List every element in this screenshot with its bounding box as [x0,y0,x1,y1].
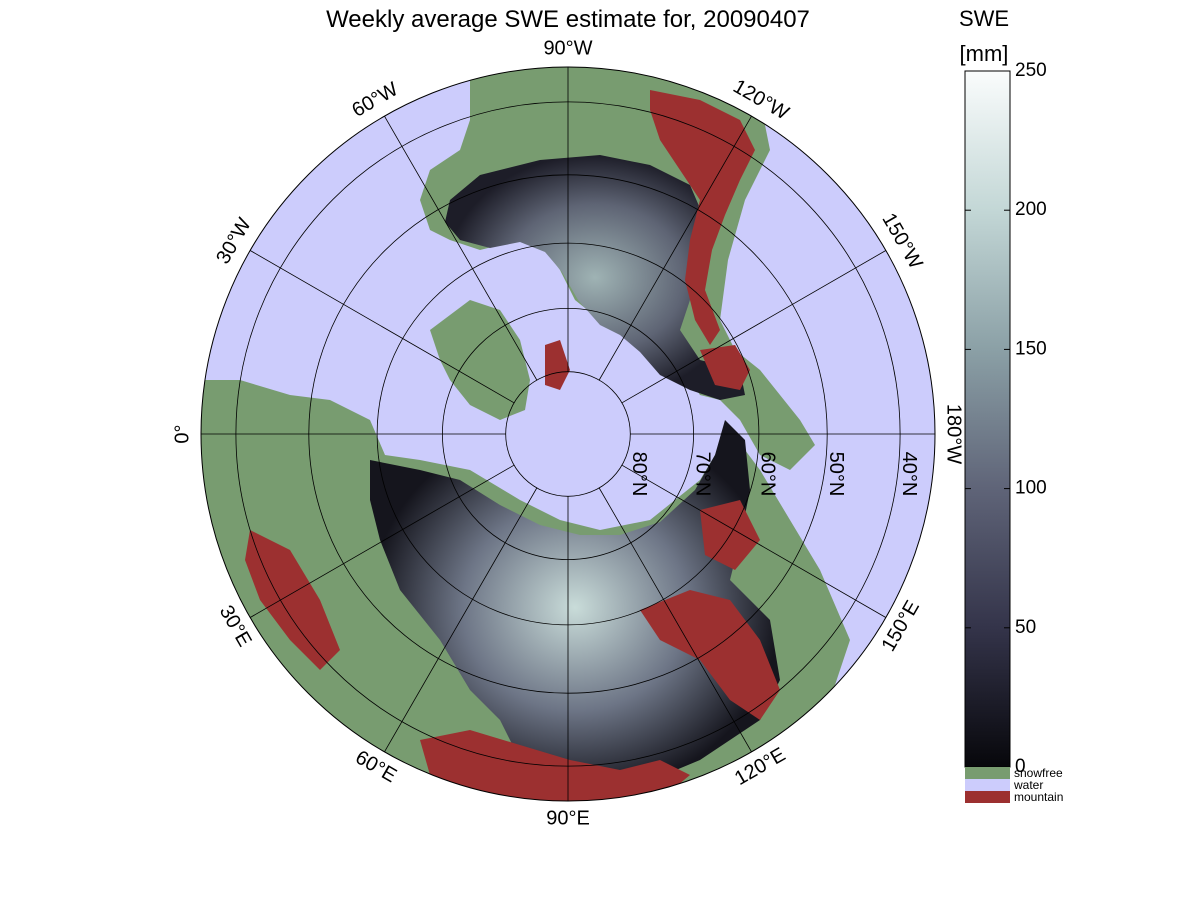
colorbar: SWE [mm] 0 50 100 150 200 250 snowfreewatermo… [959,6,1063,804]
colorbar-tick-label: 0 [1015,756,1026,777]
colorbar-ticks: 0 50 100 150 200 250 [965,60,1047,777]
mountain-alaska [700,345,750,390]
snow-eurasia [370,420,780,795]
meridian-line [598,487,752,752]
meridian-label: 90°E [546,807,590,829]
legend-label: water [1013,778,1043,792]
colorbar-label-swe: SWE [959,6,1009,31]
colorbar-gradient [964,70,1011,768]
colorbar-tick-label: 100 [1015,478,1047,499]
map-title: Weekly average SWE estimate for, 2009040… [326,6,810,33]
graticule [201,67,935,801]
meridian-line [250,250,515,404]
meridian-label: 0° [171,424,193,443]
mountain-himalaya [420,730,690,801]
legend-label: snowfree [1014,766,1063,780]
legend-swatch [965,767,1010,779]
meridian-label: 180°W [943,404,965,464]
meridian-line [621,250,886,404]
colorbar-tick-label: 250 [1015,60,1047,81]
latitude-label: 80°N [628,452,650,497]
latitude-label: 70°N [691,452,713,497]
mountain-greenland-coast [545,340,570,390]
land-greenland [430,300,530,420]
latitude-label: 50°N [825,452,847,497]
meridian-line [384,487,538,752]
mountain-rockies [650,90,755,345]
map-border [200,66,936,802]
latitude-label: 40°N [898,452,920,497]
colorbar-tick-label: 150 [1015,338,1047,359]
meridian-line [250,464,515,618]
colorbar-tick-label: 200 [1015,199,1047,220]
mountain-east-asia [640,590,780,720]
legend-swatch [965,779,1010,791]
legend-label: mountain [1014,790,1063,804]
mountain-europe [245,530,340,670]
latitude-label: 60°N [757,452,779,497]
meridian-line [598,116,752,381]
latitude-labels: 80°N 70°N 60°N 50°N 40°N [628,452,920,497]
legend-swatch [965,791,1010,803]
meridian-line [621,464,886,618]
polar-map: 90°W120°W150°W180°W150°E120°E90°E60°E30°… [171,37,964,829]
snow-layer [245,90,780,801]
snow-north-america [445,155,745,400]
meridian-label: 90°W [543,37,592,59]
meridian-line [384,116,538,381]
colorbar-label-unit: [mm] [960,41,1009,66]
colorbar-tick-label: 50 [1015,617,1036,638]
